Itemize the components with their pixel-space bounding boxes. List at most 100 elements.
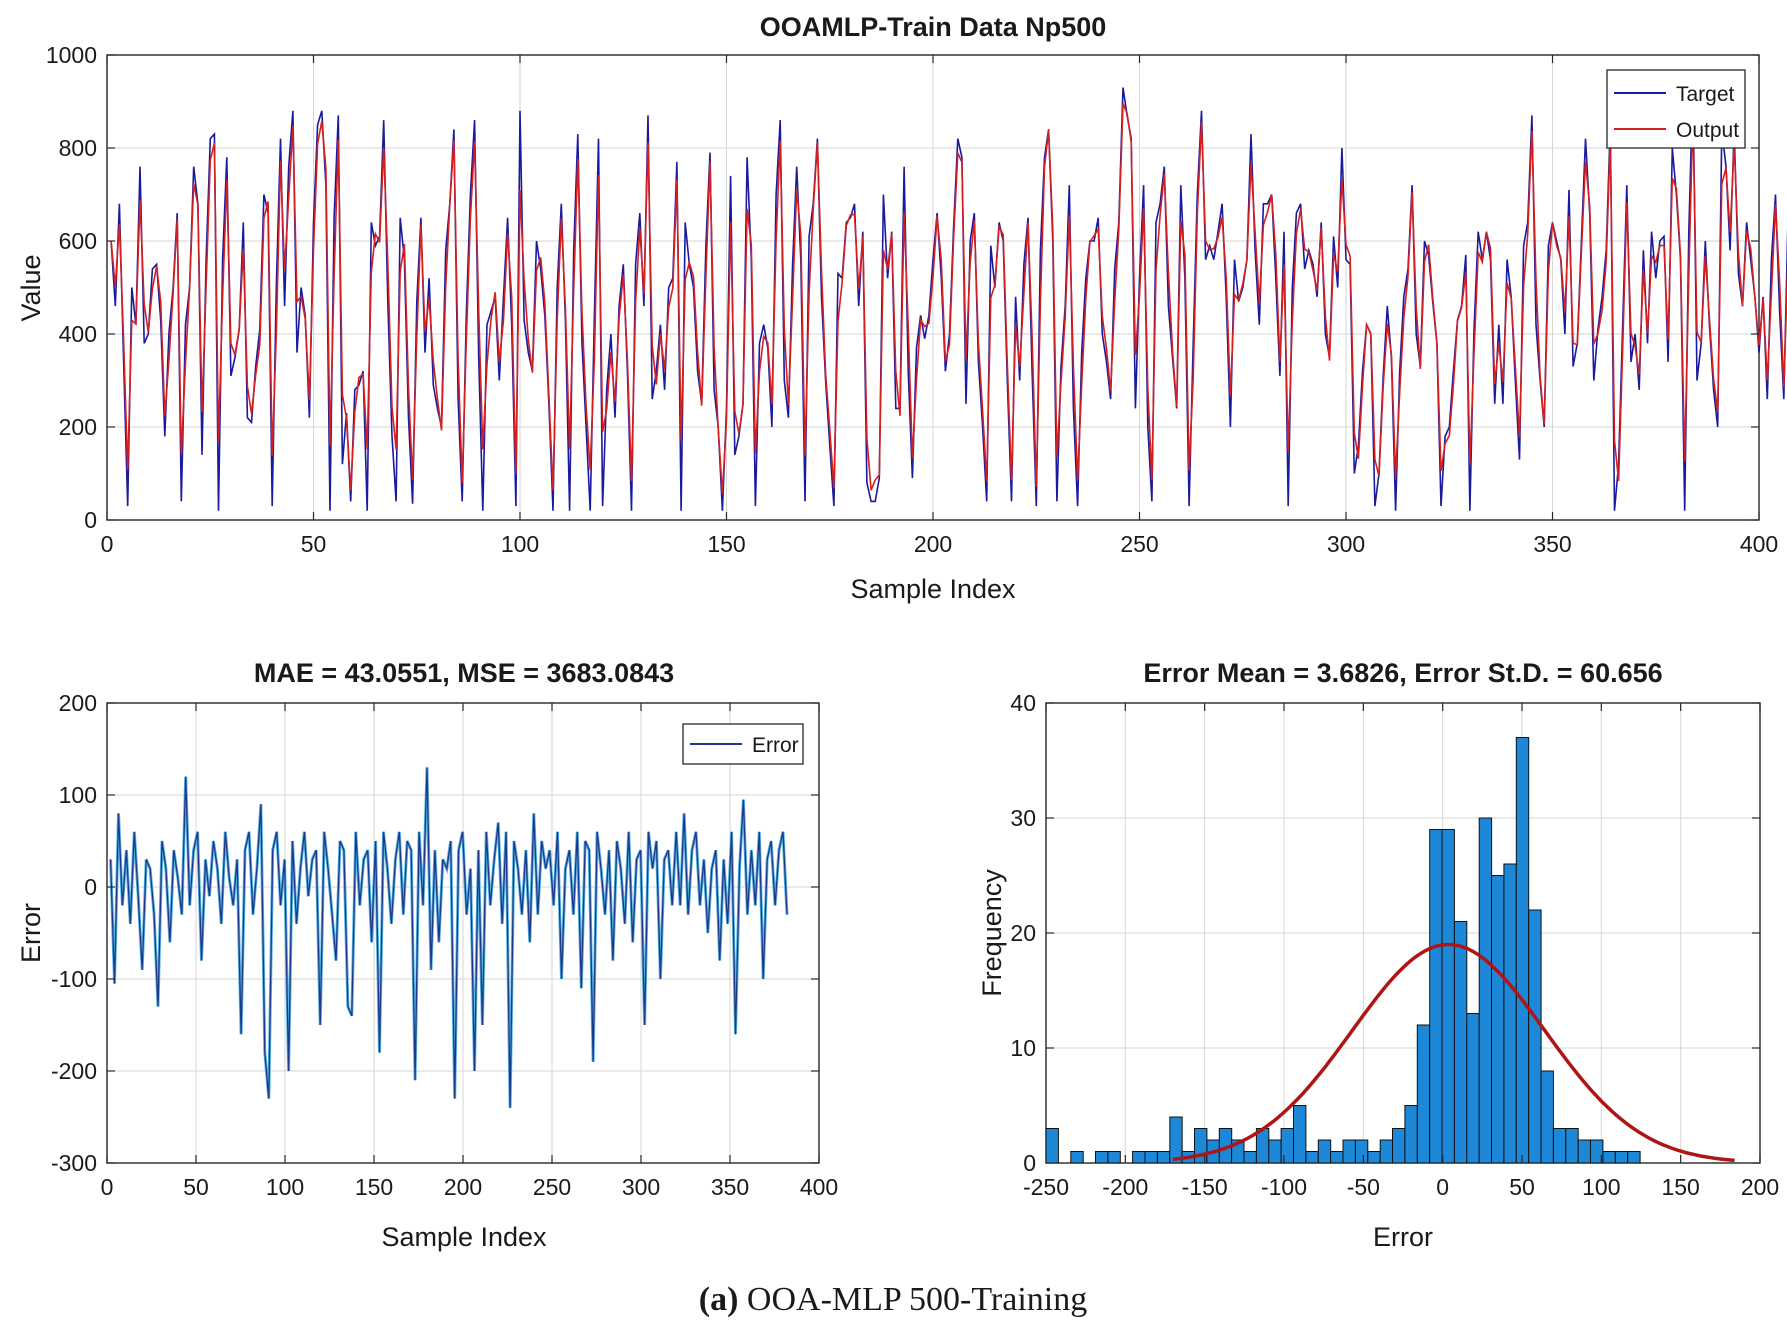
histogram-bar (1602, 1151, 1616, 1164)
histogram-y-tick-label: 40 (1010, 690, 1036, 716)
histogram-bar (1305, 1151, 1319, 1164)
histogram-bar (1453, 921, 1468, 1164)
top-y-tick-label: 800 (59, 135, 97, 161)
error-x-tick-label: 50 (183, 1174, 209, 1200)
histogram-bar (1552, 1128, 1567, 1164)
histogram-bar (1515, 737, 1530, 1164)
histogram-x-tick-label: 200 (1741, 1174, 1779, 1200)
histogram-bar (1342, 1139, 1356, 1164)
error-y-tick-label: -100 (51, 966, 97, 992)
histogram-bars (1045, 737, 1641, 1164)
error-x-tick-label: 100 (266, 1174, 304, 1200)
top-legend: Target Output (1606, 69, 1746, 149)
top-grid (107, 55, 1759, 520)
histogram-x-tick-label: -200 (1102, 1174, 1148, 1200)
error-x-axis-label: Sample Index (381, 1222, 547, 1252)
error-x-tick-label: 250 (533, 1174, 571, 1200)
error-x-tick-label: 400 (800, 1174, 838, 1200)
error-legend-label: Error (752, 734, 799, 757)
output-legend-label: Output (1676, 119, 1739, 142)
histogram-bar (1491, 875, 1505, 1164)
top-x-tick-label: 200 (914, 531, 952, 557)
histogram-y-tick-label: 30 (1010, 805, 1036, 831)
error-y-axis-label: Error (16, 903, 46, 963)
target-legend-label: Target (1676, 83, 1735, 106)
top-y-tick-label: 400 (59, 321, 97, 347)
histogram-bar (1243, 1151, 1257, 1164)
histogram-bar (1107, 1151, 1121, 1164)
histogram-y-axis-label: Frequency (977, 869, 1007, 997)
histogram-x-tick-label: 100 (1582, 1174, 1620, 1200)
top-x-tick-label: 300 (1327, 531, 1365, 557)
top-x-tick-label: 250 (1120, 531, 1158, 557)
histogram-y-tick-label: 0 (1023, 1150, 1036, 1176)
top-x-tick-label: 350 (1533, 531, 1571, 557)
histogram-fit (1172, 942, 1735, 1163)
output-series-line (110, 103, 1787, 494)
histogram-bar (1144, 1151, 1158, 1164)
histogram-bar (1268, 1139, 1282, 1164)
histogram-bar (1280, 1128, 1294, 1164)
histogram-bar (1095, 1151, 1109, 1164)
error-x-tick-label: 300 (622, 1174, 660, 1200)
histogram-x-tick-label: -150 (1182, 1174, 1228, 1200)
histogram-y-tick-label: 20 (1010, 920, 1036, 946)
error-series-line (109, 767, 788, 1108)
histogram-x-tick-label: -250 (1023, 1174, 1069, 1200)
error-series (109, 767, 789, 1108)
error-y-tick-label: 100 (59, 782, 97, 808)
error-y-tick-label: 200 (59, 690, 97, 716)
histogram-bar (1429, 829, 1443, 1164)
error-ticks: 0 50 100 150 200 250 300 350 400 -300 -200 -100 0 100… (51, 690, 838, 1200)
top-y-tick-label: 600 (59, 228, 97, 254)
histogram-bar (1392, 1128, 1406, 1164)
histogram-bar (1565, 1128, 1579, 1164)
top-y-tick-label: 0 (84, 507, 97, 533)
histogram-bar (1156, 1151, 1171, 1164)
histogram-x-tick-label: 50 (1509, 1174, 1535, 1200)
error-chart-title: MAE = 43.0551, MSE = 3683.0843 (254, 658, 674, 688)
caption-label: (a) (699, 1281, 739, 1318)
histogram-bar (1317, 1139, 1332, 1164)
histogram-x-tick-label: 0 (1436, 1174, 1449, 1200)
histogram-x-tick-label: -50 (1347, 1174, 1380, 1200)
histogram-bar (1577, 1139, 1592, 1164)
error-legend: Error (682, 723, 804, 765)
histogram-bar (1627, 1151, 1641, 1164)
histogram-bar (1540, 1070, 1554, 1164)
error-x-tick-label: 150 (355, 1174, 393, 1200)
histogram-grid (1046, 703, 1760, 1163)
histogram-x-axis-label: Error (1373, 1222, 1433, 1252)
histogram-bar (1416, 1024, 1431, 1164)
top-y-tick-label: 200 (59, 414, 97, 440)
histogram-bar (1441, 829, 1455, 1164)
error-y-tick-label: 0 (84, 874, 97, 900)
histogram-bar (1045, 1128, 1059, 1164)
error-y-tick-label: -300 (51, 1150, 97, 1176)
histogram-ticks: -250 -200 -150 -100 -50 0 50 100 150 200 0 10 20 30 40 (1010, 690, 1779, 1200)
histogram-bar (1404, 1105, 1418, 1164)
normal-fit-curve (1172, 942, 1735, 1163)
error-x-tick-label: 200 (444, 1174, 482, 1200)
histogram-bar (1466, 1013, 1480, 1164)
histogram-y-tick-label: 10 (1010, 1035, 1036, 1061)
histogram-title: Error Mean = 3.6826, Error St.D. = 60.65… (1143, 658, 1662, 688)
top-x-tick-label: 400 (1740, 531, 1778, 557)
error-y-tick-label: -200 (51, 1058, 97, 1084)
top-line-chart: OOAMLP-Train Data Np500 0 50 100 150 200 250 3… (16, 12, 1787, 604)
top-y-tick-label: 1000 (46, 42, 97, 68)
error-histogram: Error Mean = 3.6826, Error St.D. = 60.65… (977, 658, 1779, 1252)
error-line-chart: MAE = 43.0551, MSE = 3683.0843 0 50 100 150… (16, 658, 838, 1252)
histogram-bar (1070, 1151, 1084, 1164)
histogram-bar (1503, 863, 1517, 1164)
top-x-tick-label: 100 (501, 531, 539, 557)
top-series (110, 82, 1787, 511)
top-x-tick-label: 50 (301, 531, 327, 557)
histogram-bar (1169, 1116, 1183, 1164)
histogram-bar (1478, 817, 1493, 1164)
histogram-bar (1354, 1139, 1369, 1164)
top-legend-box (1606, 69, 1746, 149)
histogram-bar (1614, 1151, 1629, 1164)
top-x-tick-label: 150 (707, 531, 745, 557)
